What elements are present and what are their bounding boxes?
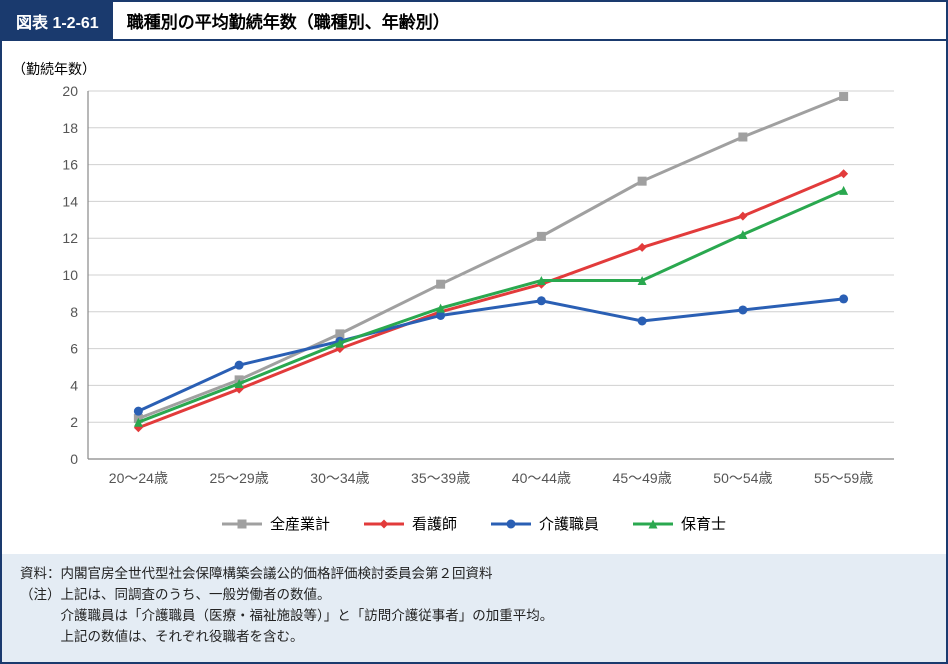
series-nurse — [134, 169, 848, 432]
x-tick-label: 45～49歳 — [613, 470, 672, 486]
legend-swatch — [222, 516, 262, 532]
source-text: 内閣官房全世代型社会保障構築会議公的価格評価検討委員会第２回資料 — [61, 564, 493, 585]
y-tick-label: 6 — [70, 341, 78, 357]
x-tick-label: 25～29歳 — [210, 470, 269, 486]
note-line: 介護職員は「介護職員（医療・福祉施設等）」と「訪問介護従事者」の加重平均。 — [61, 606, 554, 627]
figure-header: 図表 1-2-61 職種別の平均勤続年数（職種別、年齢別） — [2, 2, 946, 41]
note-line: 上記は、同調査のうち、一般労働者の数値。 — [61, 585, 554, 606]
legend-label: 保育士 — [681, 513, 726, 534]
y-axis-title: （勤続年数） — [12, 59, 918, 79]
x-tick-label: 20～24歳 — [109, 470, 168, 486]
chart-area: （勤続年数） 0 2 4 6 8 10 12 14 16 18 20 20～24歳 25～29歳 30～3… — [2, 41, 946, 554]
y-tick-label: 16 — [62, 157, 78, 173]
x-tick-label: 35～39歳 — [411, 470, 470, 486]
y-tick-label: 12 — [62, 230, 78, 246]
y-tick-label: 2 — [70, 414, 78, 430]
figure-container: 図表 1-2-61 職種別の平均勤続年数（職種別、年齢別） （勤続年数） 0 2 4… — [0, 0, 948, 664]
x-tick-label: 55～59歳 — [814, 470, 873, 486]
legend-label: 全産業計 — [270, 513, 330, 534]
legend-item-care: 介護職員 — [491, 513, 599, 534]
y-tick-label: 20 — [62, 83, 78, 99]
y-tick-label: 14 — [62, 193, 78, 209]
legend-item-all: 全産業計 — [222, 513, 330, 534]
y-tick-label: 8 — [70, 304, 78, 320]
figure-notes: 資料： 内閣官房全世代型社会保障構築会議公的価格評価検討委員会第２回資料 （注）… — [2, 554, 946, 662]
series-all — [134, 92, 848, 423]
legend-swatch — [364, 516, 404, 532]
note-line: 上記の数値は、それぞれ役職者を含む。 — [61, 627, 554, 648]
legend-item-childcare: 保育士 — [633, 513, 726, 534]
legend-item-nurse: 看護師 — [364, 513, 457, 534]
chart-legend: 全産業計 看護師 介護職員 保育士 — [30, 503, 918, 548]
y-tick-label: 10 — [62, 267, 78, 283]
figure-title: 職種別の平均勤続年数（職種別、年齢別） — [113, 2, 464, 39]
source-row: 資料： 内閣官房全世代型社会保障構築会議公的価格評価検討委員会第２回資料 — [20, 564, 928, 585]
legend-swatch — [633, 516, 673, 532]
x-tick-label: 40～44歳 — [512, 470, 571, 486]
source-label: 資料： — [20, 564, 61, 585]
x-tick-label: 50～54歳 — [713, 470, 772, 486]
line-chart: 0 2 4 6 8 10 12 14 16 18 20 20～24歳 25～29歳 30～34歳 35～39… — [30, 83, 918, 503]
y-tick-label: 18 — [62, 120, 78, 136]
note-label: （注） — [20, 585, 61, 648]
y-tick-label: 0 — [70, 451, 78, 467]
series-care — [134, 294, 848, 415]
y-tick-label: 4 — [70, 377, 78, 393]
x-tick-label: 30～34歳 — [310, 470, 369, 486]
legend-swatch — [491, 516, 531, 532]
note-body: 上記は、同調査のうち、一般労働者の数値。介護職員は「介護職員（医療・福祉施設等）… — [61, 585, 554, 648]
legend-label: 介護職員 — [539, 513, 599, 534]
legend-label: 看護師 — [412, 513, 457, 534]
figure-number: 図表 1-2-61 — [2, 2, 113, 39]
note-row: （注） 上記は、同調査のうち、一般労働者の数値。介護職員は「介護職員（医療・福祉… — [20, 585, 928, 648]
